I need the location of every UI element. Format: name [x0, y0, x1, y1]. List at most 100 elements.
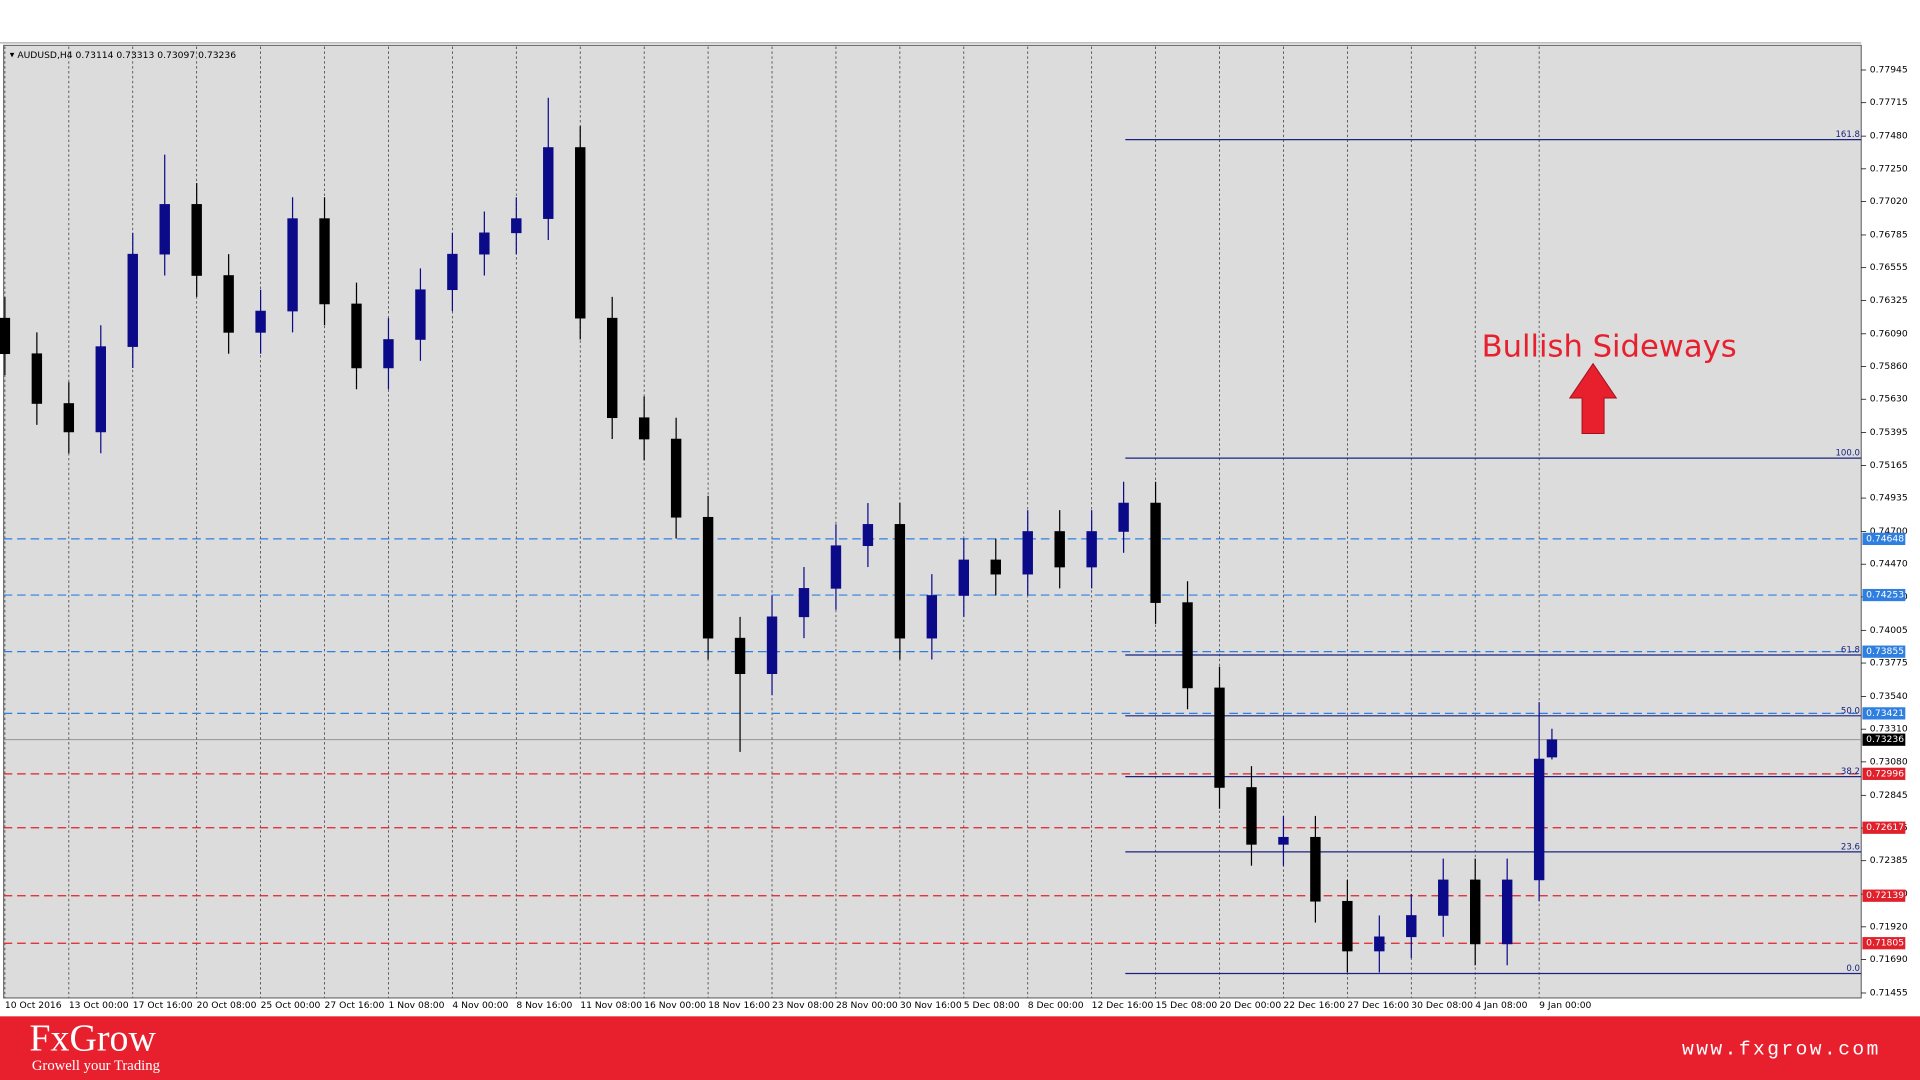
y-tick-label: 0.73080: [1870, 756, 1908, 767]
annotation: Bullish Sideways: [1482, 329, 1737, 364]
y-tick-label: 0.71690: [1870, 954, 1908, 965]
x-tick-label: 12 Dec 16:00: [1092, 1000, 1154, 1011]
fib-label: 100.0: [1835, 449, 1860, 459]
candle-body: [95, 346, 106, 433]
candle-body: [31, 353, 43, 404]
level-tag: [1862, 588, 1906, 602]
candle-body: [511, 218, 522, 234]
candle-body: [319, 218, 330, 305]
x-tick-label: 20 Oct 08:00: [197, 1000, 257, 1011]
candle-body: [0, 317, 11, 355]
x-tick-label: 25 Oct 00:00: [261, 1000, 321, 1011]
candle-body: [479, 232, 490, 255]
level-tag: [1862, 645, 1906, 658]
candle-body: [606, 317, 618, 419]
candle-body: [1546, 739, 1558, 758]
candle-body: [223, 275, 234, 333]
candle-body: [1501, 879, 1513, 945]
y-tick-label: 0.77480: [1870, 131, 1908, 142]
y-tick-label: 0.76785: [1870, 229, 1908, 240]
symbol: AUDUSD,H4: [17, 50, 72, 61]
candle-body: [1342, 900, 1353, 952]
level-label: 0.74253: [1866, 590, 1904, 601]
y-tick-label: 0.75395: [1870, 427, 1908, 438]
x-tick-label: 1 Nov 08:00: [388, 1000, 444, 1011]
y-tick-label: 0.73540: [1870, 691, 1908, 702]
fib-label: 23.6: [1841, 842, 1860, 852]
candle-body: [543, 147, 554, 219]
y-tick-label: 0.74470: [1870, 559, 1908, 570]
level-label: 0.72617: [1866, 822, 1904, 833]
candle-body: [830, 545, 842, 589]
y-tick-label: 0.75860: [1870, 361, 1908, 372]
header-open: 0.73114: [76, 50, 114, 61]
y-tick-label: 0.72385: [1870, 855, 1908, 866]
url: www.fxgrow.com: [1682, 1039, 1881, 1061]
candle-body: [1022, 531, 1033, 575]
x-tick-label: 27 Dec 16:00: [1347, 1000, 1409, 1011]
candle-body: [1406, 915, 1417, 938]
fib-label: 38.2: [1841, 767, 1860, 777]
x-tick-label: 10 Oct 2016: [5, 1000, 62, 1011]
candle-body: [1086, 531, 1097, 568]
x-tick-label: 18 Nov 16:00: [708, 1000, 770, 1011]
candle-body: [798, 588, 810, 618]
y-tick-label: 0.76090: [1870, 328, 1908, 339]
candle-body: [958, 559, 970, 596]
x-tick-label: 22 Dec 16:00: [1283, 1000, 1345, 1011]
candle-body: [702, 516, 714, 639]
candle-body: [287, 218, 298, 312]
level-tag: [1862, 767, 1906, 780]
candle-body: [1533, 758, 1545, 881]
candle-body: [1438, 879, 1449, 916]
level-tag: [1862, 707, 1906, 720]
y-tick-label: 0.77715: [1870, 97, 1908, 108]
fib-label: 161.8: [1835, 130, 1860, 140]
candle-body: [638, 417, 650, 440]
candle-body: [63, 403, 75, 433]
candle-body: [1278, 836, 1289, 845]
y-tick-label: 0.71455: [1870, 987, 1908, 998]
x-tick-label: 4 Jan 08:00: [1475, 1000, 1527, 1011]
header-close: 0.73236: [198, 50, 236, 61]
candle-body: [415, 289, 426, 340]
logo: FxGrow: [29, 1018, 156, 1060]
level-tag: [1862, 532, 1906, 546]
up-arrow: [1568, 362, 1618, 434]
candle-body: [1246, 787, 1257, 845]
level-label: 0.73855: [1866, 646, 1904, 657]
candle-body: [670, 438, 682, 518]
candle-body: [191, 204, 202, 276]
y-tick-label: 0.74005: [1870, 625, 1908, 636]
level-tag: [1862, 821, 1906, 834]
candle-body: [383, 339, 394, 369]
candle-body: [990, 559, 1001, 575]
candle-body: [734, 637, 746, 675]
x-tick-label: 17 Oct 16:00: [133, 1000, 193, 1011]
header: ▾ AUDUSD,H4 0.73114 0.73313 0.73097 0.73…: [10, 50, 236, 61]
x-tick-label: 13 Oct 00:00: [69, 1000, 129, 1011]
x-tick-label: 16 Nov 00:00: [644, 1000, 706, 1011]
candle-body: [1310, 836, 1321, 902]
x-tick-label: 8 Nov 16:00: [516, 1000, 572, 1011]
x-tick-label: 30 Dec 08:00: [1411, 1000, 1473, 1011]
candle-body: [255, 310, 266, 333]
candle-body: [1054, 531, 1065, 568]
candle-body: [862, 524, 874, 547]
candle-body: [926, 595, 938, 639]
candle-body: [351, 303, 362, 369]
x-tick-label: 23 Nov 08:00: [772, 1000, 834, 1011]
x-tick-label: 11 Nov 08:00: [580, 1000, 642, 1011]
y-tick-label: 0.72845: [1870, 790, 1908, 801]
last-price-tag: [1862, 733, 1906, 746]
y-tick-label: 0.73775: [1870, 658, 1908, 669]
x-tick-label: 27 Oct 16:00: [325, 1000, 385, 1011]
candle-body: [447, 253, 458, 291]
level-tag: [1862, 937, 1906, 950]
x-tick-label: 8 Dec 00:00: [1028, 1000, 1084, 1011]
level-label: 0.74648: [1866, 533, 1904, 544]
fib-label: 50.0: [1841, 706, 1860, 716]
candle-body: [1150, 502, 1161, 603]
y-tick-label: 0.77020: [1870, 196, 1908, 207]
